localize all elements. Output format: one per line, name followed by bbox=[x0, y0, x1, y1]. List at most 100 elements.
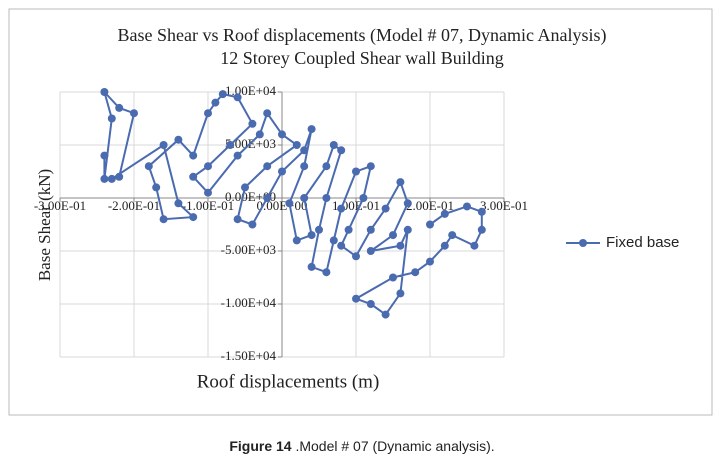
data-point bbox=[426, 220, 434, 229]
data-point bbox=[107, 174, 116, 183]
data-point bbox=[440, 209, 449, 218]
data-point bbox=[359, 194, 368, 202]
data-point bbox=[189, 172, 198, 181]
x-tick-label: -1.00E-01 bbox=[182, 198, 234, 213]
caption-label: Figure 14 bbox=[229, 438, 291, 454]
data-point bbox=[426, 257, 434, 266]
data-point bbox=[389, 273, 397, 282]
data-point bbox=[100, 174, 109, 183]
data-point bbox=[226, 141, 235, 149]
chart-title: Base Shear vs Roof displacements (Model … bbox=[118, 25, 607, 46]
data-point bbox=[292, 236, 301, 245]
data-point bbox=[233, 151, 242, 160]
data-point bbox=[337, 146, 346, 155]
data-point bbox=[329, 236, 338, 245]
data-point bbox=[322, 194, 331, 202]
data-point bbox=[255, 130, 264, 139]
chart-subtitle: 12 Storey Coupled Shear wall Building bbox=[220, 48, 503, 68]
x-tick-label: -2.00E-01 bbox=[108, 198, 160, 213]
figure-caption: Figure 14 .Model # 07 (Dynamic analysis)… bbox=[229, 438, 494, 454]
data-point bbox=[322, 162, 331, 171]
y-tick-label: -1.50E+04 bbox=[221, 348, 277, 363]
y-tick-label: -5.00E+03 bbox=[221, 242, 276, 257]
data-point bbox=[403, 199, 412, 208]
data-point bbox=[337, 241, 346, 250]
data-point bbox=[263, 109, 272, 118]
data-point bbox=[174, 199, 183, 208]
data-point bbox=[463, 202, 471, 211]
data-point bbox=[477, 225, 486, 234]
data-point bbox=[381, 310, 390, 319]
data-point bbox=[204, 109, 212, 118]
data-point bbox=[233, 215, 242, 224]
data-point bbox=[396, 178, 405, 187]
data-point bbox=[278, 130, 286, 139]
data-point bbox=[292, 141, 301, 149]
data-point bbox=[366, 247, 375, 255]
data-point bbox=[322, 268, 331, 277]
data-point bbox=[248, 119, 257, 128]
data-point bbox=[285, 199, 294, 208]
data-point bbox=[159, 215, 168, 224]
data-point bbox=[307, 262, 316, 271]
data-point bbox=[248, 220, 257, 229]
data-point bbox=[218, 90, 227, 99]
x-axis-label: Roof displacements (m) bbox=[197, 371, 380, 392]
caption-text: .Model # 07 (Dynamic analysis). bbox=[292, 438, 495, 454]
data-point bbox=[300, 162, 309, 171]
data-point bbox=[204, 188, 212, 197]
data-point bbox=[241, 183, 249, 192]
legend-marker bbox=[579, 239, 587, 247]
data-point bbox=[204, 162, 212, 171]
data-point bbox=[470, 241, 479, 250]
y-axis-label: Base Shear (kN) bbox=[35, 169, 54, 281]
data-point bbox=[307, 231, 316, 240]
data-point bbox=[396, 289, 405, 298]
data-point bbox=[352, 167, 360, 176]
data-point bbox=[152, 183, 161, 192]
data-point bbox=[263, 162, 272, 171]
x-tick-label: -3.00E-01 bbox=[34, 198, 86, 213]
data-point bbox=[211, 98, 220, 107]
chart-frame bbox=[8, 8, 713, 416]
data-point bbox=[366, 162, 375, 171]
data-point bbox=[174, 135, 183, 144]
data-point bbox=[396, 241, 405, 250]
data-point bbox=[477, 207, 486, 216]
data-point bbox=[329, 141, 338, 149]
data-point bbox=[189, 151, 198, 160]
x-tick-label: 3.00E-01 bbox=[480, 198, 528, 213]
data-point bbox=[315, 225, 323, 234]
data-point bbox=[366, 225, 375, 234]
data-point bbox=[263, 194, 272, 202]
data-point bbox=[144, 162, 153, 171]
data-point bbox=[100, 88, 109, 96]
data-point bbox=[344, 225, 353, 234]
data-point bbox=[115, 103, 124, 112]
data-point bbox=[189, 213, 198, 222]
data-point bbox=[403, 225, 412, 234]
data-point bbox=[300, 146, 309, 155]
data-point bbox=[130, 109, 138, 118]
data-point bbox=[107, 114, 116, 123]
data-point bbox=[352, 252, 360, 261]
x-tick-label: 0.00E+00 bbox=[256, 198, 307, 213]
data-point bbox=[448, 231, 457, 240]
data-point bbox=[352, 294, 360, 303]
data-point bbox=[300, 194, 309, 202]
x-tick-label: 2.00E-01 bbox=[406, 198, 454, 213]
data-point bbox=[115, 172, 124, 181]
data-point bbox=[389, 231, 397, 240]
data-point bbox=[278, 167, 286, 176]
data-point bbox=[440, 241, 449, 250]
data-point bbox=[159, 141, 168, 149]
data-point bbox=[337, 204, 346, 213]
data-point bbox=[233, 93, 242, 102]
data-point bbox=[366, 300, 375, 308]
y-tick-label: -1.00E+04 bbox=[221, 295, 277, 310]
data-point bbox=[307, 125, 316, 134]
data-point bbox=[100, 151, 109, 160]
data-point bbox=[381, 204, 390, 213]
legend-label: Fixed base bbox=[606, 234, 679, 251]
